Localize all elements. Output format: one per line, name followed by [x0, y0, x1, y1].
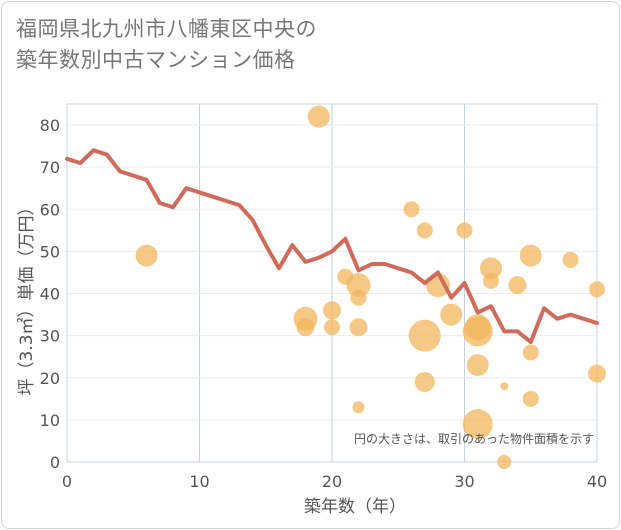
y-tick-label: 80	[40, 116, 60, 135]
bubble-series	[135, 105, 606, 469]
grid-lines	[66, 103, 598, 463]
bubble-point	[589, 281, 605, 298]
line-series	[65, 148, 599, 344]
bubble-point	[483, 272, 499, 289]
bubble-point	[416, 222, 433, 239]
bubble-point	[562, 251, 579, 268]
y-tick-label: 70	[40, 158, 60, 177]
bubble-point	[293, 306, 318, 331]
bubble-point	[349, 318, 368, 337]
x-tick-label: 30	[454, 472, 474, 491]
chart-title: 福岡県北九州市八幡東区中央の 築年数別中古マンション価格	[16, 14, 317, 76]
x-tick-label: 40	[587, 472, 607, 491]
bubble-point	[352, 401, 365, 414]
y-tick-label: 50	[40, 242, 60, 261]
bubble-point	[522, 344, 539, 361]
bubble-point	[307, 105, 330, 128]
x-axis-title: 築年数（年）	[304, 497, 406, 517]
bubble-point	[588, 364, 606, 383]
bubble-point	[408, 319, 441, 352]
y-tick-label: 40	[40, 285, 60, 304]
bubble-point	[522, 390, 539, 407]
x-tick-label: 0	[62, 472, 72, 491]
bubble-point	[403, 201, 420, 218]
bubble-point	[500, 382, 509, 391]
bubble-point	[497, 455, 512, 469]
y-axis-title: 坪（3.3㎡）単価（万円）	[17, 198, 37, 395]
bubble-point	[466, 354, 489, 377]
bubble-point	[456, 222, 473, 239]
y-tick-label: 60	[40, 200, 60, 219]
y-tick-label: 30	[40, 327, 60, 346]
title-line-2: 築年数別中古マンション価格	[16, 48, 296, 72]
bubble-point	[508, 276, 527, 295]
bubble-point	[346, 273, 371, 298]
bubble-point	[440, 303, 463, 326]
title-line-1: 福岡県北九州市八幡東区中央の	[16, 17, 317, 41]
bubble-point	[414, 371, 435, 392]
bubble-point	[350, 289, 367, 306]
y-tick-label: 0	[50, 453, 60, 472]
x-tick-label: 20	[322, 472, 342, 491]
bubble-point	[519, 244, 542, 267]
x-tick-label: 10	[189, 472, 209, 491]
y-tick-label: 10	[40, 411, 60, 430]
bubble-point	[480, 257, 502, 280]
bubble-point	[135, 244, 158, 267]
price-trend-line	[65, 148, 599, 344]
bubble-point	[462, 316, 493, 347]
bubble-point	[324, 319, 340, 336]
tick-labels: 0 10 20 30 40 0 10 20 30 40 50 60 70 80	[40, 116, 608, 491]
y-tick-label: 20	[40, 369, 60, 388]
bubble-point	[323, 301, 341, 320]
bubble-point	[462, 409, 493, 440]
bubble-size-note: 円の大きさは、取引のあった物件面積を示す	[354, 431, 594, 446]
